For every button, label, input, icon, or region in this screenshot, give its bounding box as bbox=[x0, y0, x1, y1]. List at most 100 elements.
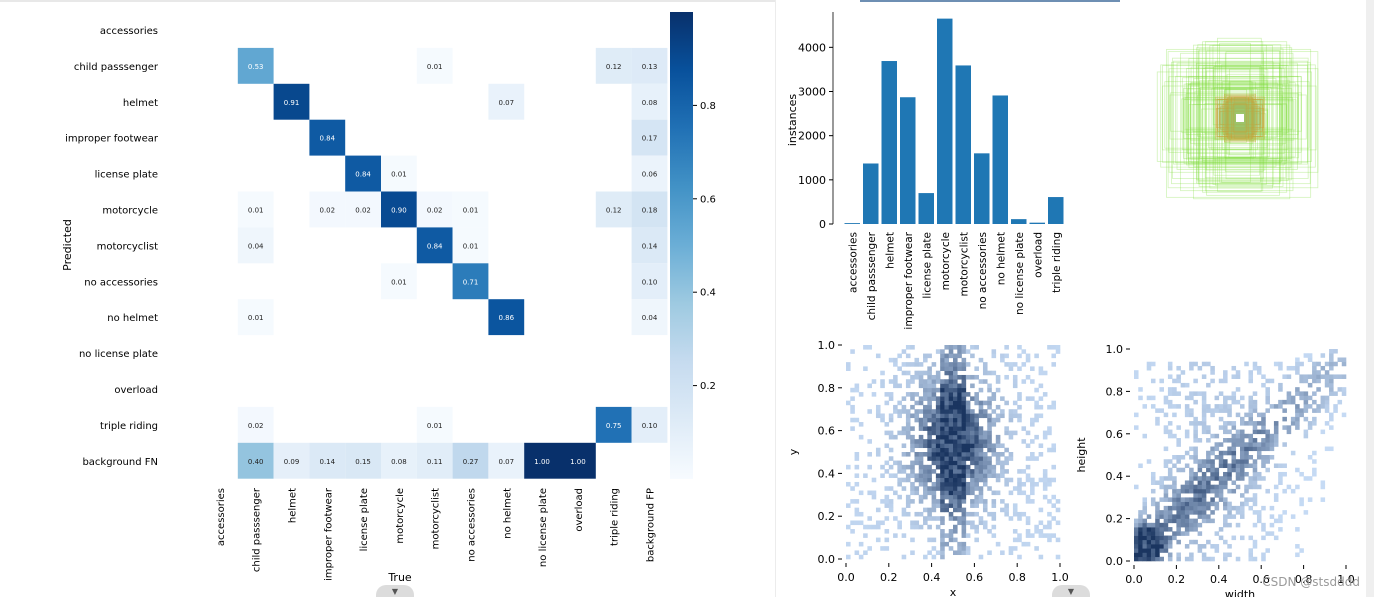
histogram-bin bbox=[1218, 527, 1224, 532]
histogram-bin bbox=[982, 520, 988, 526]
y-tick-label: 0.2 bbox=[818, 510, 836, 523]
histogram-bin bbox=[931, 447, 937, 453]
histogram-bin bbox=[1303, 399, 1309, 405]
histogram-bin bbox=[948, 529, 954, 534]
window-scrollbar-track[interactable] bbox=[1366, 0, 1374, 597]
histogram-bin bbox=[1201, 399, 1207, 405]
histogram-bin bbox=[1042, 469, 1048, 474]
heatmap-cell bbox=[309, 442, 346, 479]
label-box bbox=[1184, 97, 1293, 130]
histogram-bin bbox=[953, 529, 958, 534]
histogram-bin bbox=[935, 447, 941, 453]
histogram-bin bbox=[854, 499, 860, 504]
histogram-bin bbox=[893, 383, 898, 389]
histogram-bin bbox=[923, 477, 928, 483]
histogram-bin bbox=[846, 503, 851, 508]
label-box bbox=[1219, 42, 1251, 183]
histogram-bin bbox=[1235, 471, 1241, 477]
bar bbox=[844, 223, 860, 224]
label-box bbox=[1183, 83, 1287, 165]
histogram-bin bbox=[1223, 395, 1228, 401]
histogram-bin bbox=[846, 481, 851, 487]
histogram-bin bbox=[1214, 467, 1220, 473]
histogram-bin bbox=[948, 422, 954, 427]
expand-down-button[interactable]: ▼ bbox=[376, 585, 414, 597]
histogram-bin bbox=[1142, 522, 1148, 528]
histogram-bin bbox=[1303, 416, 1309, 422]
histogram-bin bbox=[1261, 535, 1266, 541]
histogram-bin bbox=[1163, 476, 1169, 481]
histogram-bin bbox=[1256, 370, 1262, 375]
histogram-bin bbox=[1055, 554, 1061, 560]
histogram-bin bbox=[1295, 387, 1300, 392]
histogram-bin bbox=[1210, 446, 1215, 452]
expand-down-button-right[interactable]: ▼ bbox=[1052, 585, 1090, 597]
col-tick-label: accessories bbox=[216, 488, 227, 546]
histogram-bin bbox=[897, 430, 902, 436]
histogram-bin bbox=[923, 422, 928, 427]
heatmap-cell bbox=[452, 227, 489, 264]
histogram-bin bbox=[974, 439, 979, 444]
histogram-bin bbox=[953, 503, 958, 508]
histogram-bin bbox=[1167, 387, 1173, 392]
histogram-bin bbox=[1176, 488, 1181, 494]
histogram-bin bbox=[1235, 438, 1241, 443]
row-tick-label: child passsenger bbox=[74, 62, 159, 73]
histogram-bin bbox=[923, 413, 928, 419]
histogram-bin bbox=[1134, 548, 1139, 553]
histogram-bin bbox=[1240, 535, 1245, 541]
histogram-bin bbox=[1197, 463, 1203, 469]
histogram-bin bbox=[991, 392, 997, 397]
histogram-bin bbox=[1189, 556, 1194, 562]
histogram-bin bbox=[1193, 518, 1198, 524]
histogram-bin bbox=[953, 370, 958, 376]
histogram-bin bbox=[931, 409, 937, 414]
histogram-bin bbox=[1235, 556, 1241, 562]
histogram-bin bbox=[1189, 501, 1194, 507]
label-box bbox=[1204, 103, 1287, 135]
y-tick-label: 1.0 bbox=[1106, 343, 1124, 356]
histogram-bin bbox=[1146, 548, 1152, 553]
histogram-bin bbox=[914, 374, 920, 380]
histogram-bin bbox=[953, 383, 958, 389]
heatmap-cell bbox=[381, 263, 417, 300]
histogram-bin bbox=[858, 554, 864, 560]
histogram-bin bbox=[1017, 481, 1022, 487]
histogram-bin bbox=[1176, 365, 1181, 371]
histogram-bin bbox=[931, 554, 937, 560]
histogram-bin bbox=[987, 473, 992, 478]
histogram-bin bbox=[1155, 510, 1160, 515]
histogram-bin bbox=[1197, 522, 1203, 528]
histogram-bin bbox=[948, 383, 954, 389]
histogram-bin bbox=[1201, 484, 1207, 490]
col-tick-label: no helmet bbox=[502, 488, 513, 539]
histogram-bin bbox=[1150, 378, 1156, 384]
histogram-bin bbox=[1240, 501, 1245, 507]
histogram-bin bbox=[888, 379, 894, 384]
histogram-bin bbox=[897, 477, 902, 483]
histogram-bin bbox=[1017, 413, 1022, 419]
histogram-bin bbox=[1286, 425, 1292, 430]
histogram-bin bbox=[1312, 370, 1317, 375]
histogram-bin bbox=[1227, 510, 1232, 515]
histogram-bin bbox=[905, 383, 911, 389]
histogram-bin bbox=[1265, 438, 1270, 443]
histogram-bin bbox=[1197, 476, 1203, 481]
histogram-bin bbox=[875, 452, 881, 457]
label-box bbox=[1205, 41, 1264, 192]
histogram-bin bbox=[970, 524, 975, 530]
histogram-bin bbox=[1214, 471, 1220, 477]
histogram-bin bbox=[1299, 548, 1304, 553]
heatmap-cell bbox=[416, 47, 453, 84]
histogram-bin bbox=[1012, 362, 1018, 367]
histogram-bin bbox=[927, 550, 932, 556]
histogram-bin bbox=[884, 486, 890, 491]
histogram-bin bbox=[1231, 480, 1237, 485]
histogram-bin bbox=[1235, 399, 1241, 405]
histogram-bin bbox=[923, 469, 928, 474]
histogram-bin bbox=[1189, 361, 1194, 367]
histogram-bin bbox=[931, 392, 937, 397]
x-tick-label: no accessories bbox=[977, 232, 989, 309]
histogram-bin bbox=[1201, 412, 1207, 418]
histogram-bin bbox=[1278, 480, 1283, 485]
